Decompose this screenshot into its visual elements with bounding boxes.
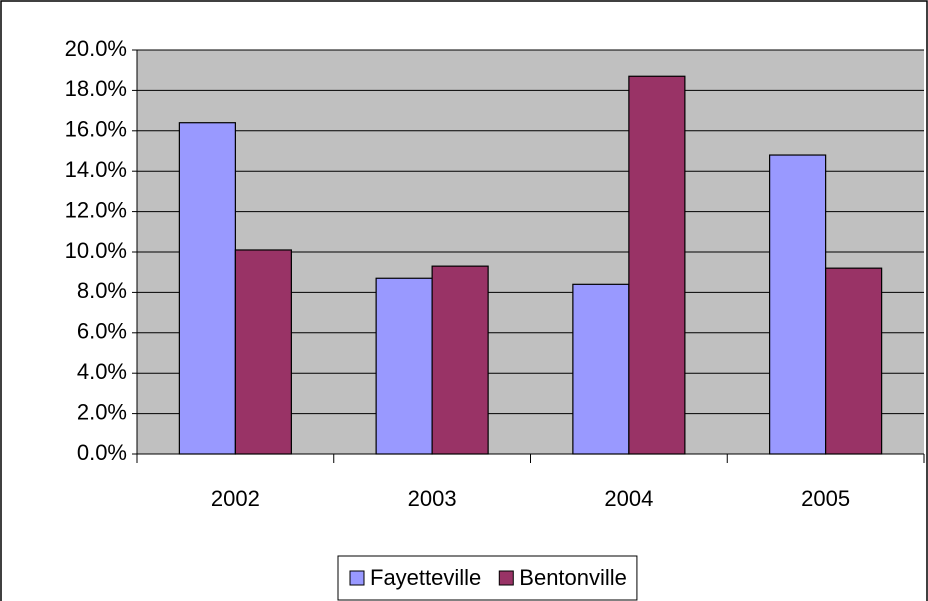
y-tick-label: 0.0% xyxy=(77,440,127,465)
bar xyxy=(825,267,883,455)
bar xyxy=(572,283,630,455)
x-tick-label: 2002 xyxy=(211,486,260,511)
y-tick-label: 8.0% xyxy=(77,278,127,303)
y-tick-label: 2.0% xyxy=(77,399,127,424)
y-tick-label: 18.0% xyxy=(65,76,127,101)
legend-swatch xyxy=(498,570,514,586)
bar xyxy=(769,154,827,455)
x-tick-label: 2005 xyxy=(801,486,850,511)
y-tick-label: 14.0% xyxy=(65,157,127,182)
bar xyxy=(375,277,433,455)
y-tick-label: 16.0% xyxy=(65,117,127,142)
x-tick-label: 2004 xyxy=(604,486,653,511)
legend-box xyxy=(337,555,638,601)
y-tick-label: 4.0% xyxy=(77,359,127,384)
bar xyxy=(234,249,292,455)
y-tick-label: 12.0% xyxy=(65,197,127,222)
bar xyxy=(628,75,686,455)
y-tick-label: 6.0% xyxy=(77,319,127,344)
y-tick-label: 10.0% xyxy=(65,238,127,263)
legend-label: Fayetteville xyxy=(370,565,481,590)
legend-label: Bentonville xyxy=(519,565,627,590)
x-tick-label: 2003 xyxy=(408,486,457,511)
bar xyxy=(431,265,489,455)
bar xyxy=(178,122,236,455)
legend-swatch xyxy=(349,570,365,586)
y-tick-label: 20.0% xyxy=(65,36,127,61)
